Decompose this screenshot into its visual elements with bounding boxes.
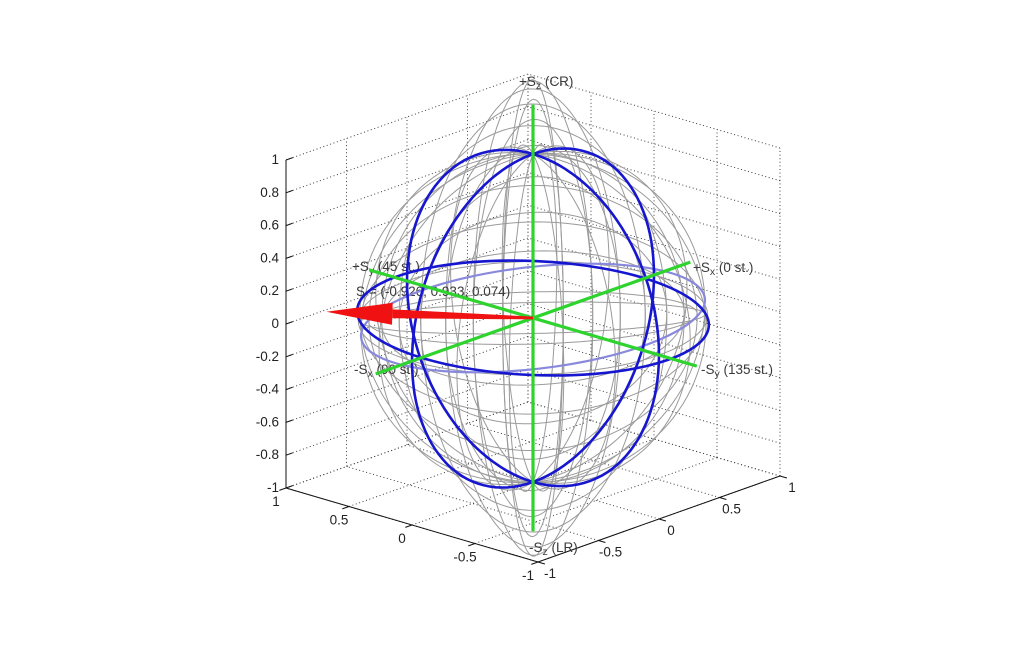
longitude-line <box>378 150 688 486</box>
longitude-line <box>375 152 691 484</box>
tick-labels: 10.80.60.40.20-0.2-0.4-0.6-0.8-110.50-0.… <box>256 152 796 583</box>
tick-marks <box>279 157 788 565</box>
y-tick-label: 0 <box>398 531 406 546</box>
wall-grid-line <box>527 204 781 280</box>
arrow-head <box>326 302 393 325</box>
z-tick-label: -0.2 <box>256 349 279 364</box>
wall-grid-line <box>527 237 781 313</box>
wall-grid-line <box>527 139 781 215</box>
z-tick-label: -1 <box>267 480 279 495</box>
label-minus-sz: -Sz (LR) <box>529 540 578 558</box>
arrow-shaft <box>392 309 533 320</box>
wall-grid-line <box>527 368 781 444</box>
floor-grid-line <box>527 401 781 477</box>
x-tick-label: 1 <box>788 480 796 495</box>
z-tick-label: -0.6 <box>256 414 279 429</box>
label-plus-sx: +Sx (0 st.) <box>693 260 753 278</box>
x-tick-label: -0.5 <box>599 545 622 560</box>
wall-grid-line <box>527 335 781 411</box>
y-tick-label: 0.5 <box>330 513 349 528</box>
z-tick-label: 0 <box>271 316 279 331</box>
z-tick-label: -0.4 <box>256 382 280 397</box>
label-minus-sy: -Sy (135 st.) <box>701 362 773 380</box>
wall-grid-line <box>527 73 781 149</box>
wall-grid-line <box>527 270 781 346</box>
longitude-line <box>501 144 565 492</box>
z-tick-label: 0.6 <box>260 218 279 233</box>
x-tick-label: 0 <box>667 523 675 538</box>
label-plus-sz: +Sz (CR) <box>519 74 573 92</box>
x-tick-label: -1 <box>544 566 556 581</box>
wall-grid-line <box>527 171 781 247</box>
y-tick-label: 1 <box>272 494 280 509</box>
stokes-vector-label: S = (-0.926, 0.933, 0.074) <box>356 284 510 299</box>
z-tick-label: 0.8 <box>260 185 279 200</box>
z-tick-label: 1 <box>271 152 279 167</box>
wall-grid-line <box>527 303 781 379</box>
stokes-arrow <box>326 302 533 325</box>
z-tick-label: 0.4 <box>260 250 279 265</box>
equator-back-circle <box>359 262 707 374</box>
floor-grid-line <box>467 423 720 498</box>
floor-grid-line <box>346 466 599 541</box>
z-tick-label: 0.2 <box>260 283 279 298</box>
floor-grid-line <box>406 444 660 520</box>
wall-grid-line <box>527 106 781 182</box>
z-tick-label: -0.8 <box>256 447 279 462</box>
y-tick-label: -0.5 <box>453 550 476 565</box>
y-tick-label: -1 <box>522 568 534 583</box>
x-tick-label: 0.5 <box>722 502 741 517</box>
